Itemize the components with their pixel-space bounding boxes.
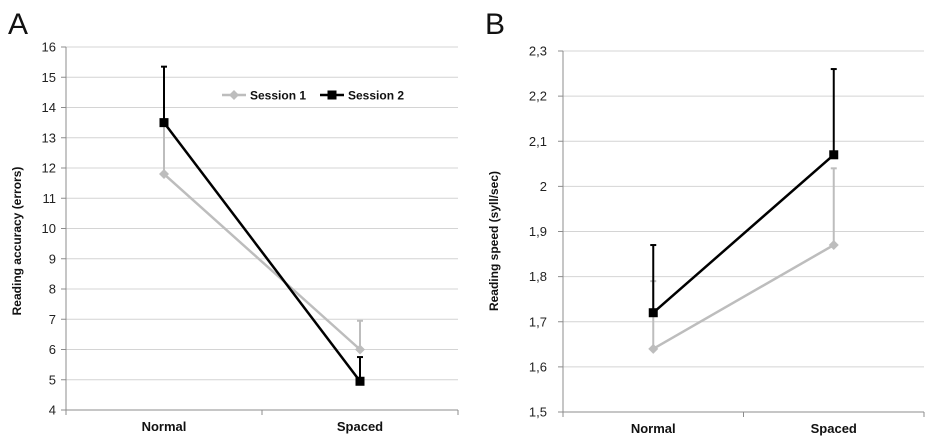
panel-b-y-tick-label: 2: [540, 179, 547, 194]
panel-b-y-tick-label: 1,7: [529, 314, 547, 329]
panel-b-y-axis-title: Reading speed (syll/sec): [487, 171, 501, 311]
panel-a-y-tick-label: 7: [49, 312, 56, 327]
panel-a-y-tick-label: 15: [42, 70, 56, 85]
panel-b-y-tick-label: 2,2: [529, 89, 547, 104]
panel-a-series-1-point: [355, 344, 365, 355]
panel-a-chart: A Reading accuracy (errors) 4 5 6 7 8 9 10 11 12…: [8, 8, 459, 434]
panel-a-y-axis-title: Reading accuracy (errors): [10, 167, 24, 316]
panel-b-letter: B: [485, 8, 505, 41]
panel-a-legend-label: Session 2: [348, 89, 404, 103]
panel-b-y-tick-label: 2,3: [529, 44, 547, 59]
panel-a-series-2-line: [163, 121, 361, 383]
panel-b-y-tick-label: 1,5: [529, 405, 547, 420]
panel-a-y-tick-label: 13: [42, 130, 56, 145]
panel-a-legend-item-2: Session 2: [320, 89, 404, 103]
panel-b-series-1: [648, 167, 839, 354]
panel-b-y-tick-label: 1,8: [529, 269, 547, 284]
panel-a-legend: Session 1 Session 2: [222, 89, 404, 103]
panel-a-y-tick-label: 14: [42, 100, 56, 115]
panel-a-series-2-point: [159, 118, 169, 128]
panel-b-series-1-line: [652, 243, 835, 350]
panel-a-y-tick-label: 5: [49, 372, 56, 387]
panel-a-y-tick-label: 9: [49, 251, 56, 266]
panel-b-series-1-point: [828, 240, 839, 251]
panel-a-letter: A: [8, 8, 28, 41]
panel-b-chart: B Reading speed (syll/sec) 1,5 1,6 1,7 1,8 1…: [485, 8, 925, 436]
panel-b-x-category-label: Normal: [631, 421, 676, 436]
panel-a-series-2: [159, 65, 365, 386]
panel-a-legend-label: Session 1: [250, 89, 306, 103]
panel-b-series-2-point: [829, 150, 839, 160]
panel-b-series-1-point: [648, 343, 659, 354]
panel-b-y-tick-label: 1,9: [529, 224, 547, 239]
panel-a-y-tick-label: 12: [42, 161, 56, 176]
panel-a-y-tick-label: 8: [49, 282, 56, 297]
panel-a-y-tick-label: 16: [42, 40, 56, 55]
panel-a-series-1: [159, 121, 365, 355]
panel-b-series-2: [648, 68, 839, 318]
panel-b-series-2-line: [652, 153, 835, 314]
panel-b-y-tick-label: 2,1: [529, 134, 547, 149]
panel-a-series-2-point: [355, 376, 365, 386]
panel-a-series-1-point: [159, 169, 169, 180]
panel-a-legend-item-1: Session 1: [222, 89, 306, 103]
panel-b-x-category-label: Spaced: [811, 421, 857, 436]
panel-a-y-tick-label: 11: [43, 191, 57, 206]
panel-a-x-category-label: Normal: [142, 419, 187, 434]
panel-b-series-2-point: [648, 308, 658, 318]
panel-a-y-tick-label: 4: [49, 403, 56, 418]
panel-a-y-tick-label: 10: [42, 221, 56, 236]
panel-a-series-1-line: [163, 173, 361, 351]
panel-b-y-tick-label: 1,6: [529, 359, 547, 374]
panel-a-legend-swatch-marker: [229, 90, 239, 100]
panel-a-y-tick-label: 6: [49, 342, 56, 357]
panel-a-legend-swatch-marker: [327, 90, 337, 100]
panel-a-x-category-label: Spaced: [337, 419, 383, 434]
